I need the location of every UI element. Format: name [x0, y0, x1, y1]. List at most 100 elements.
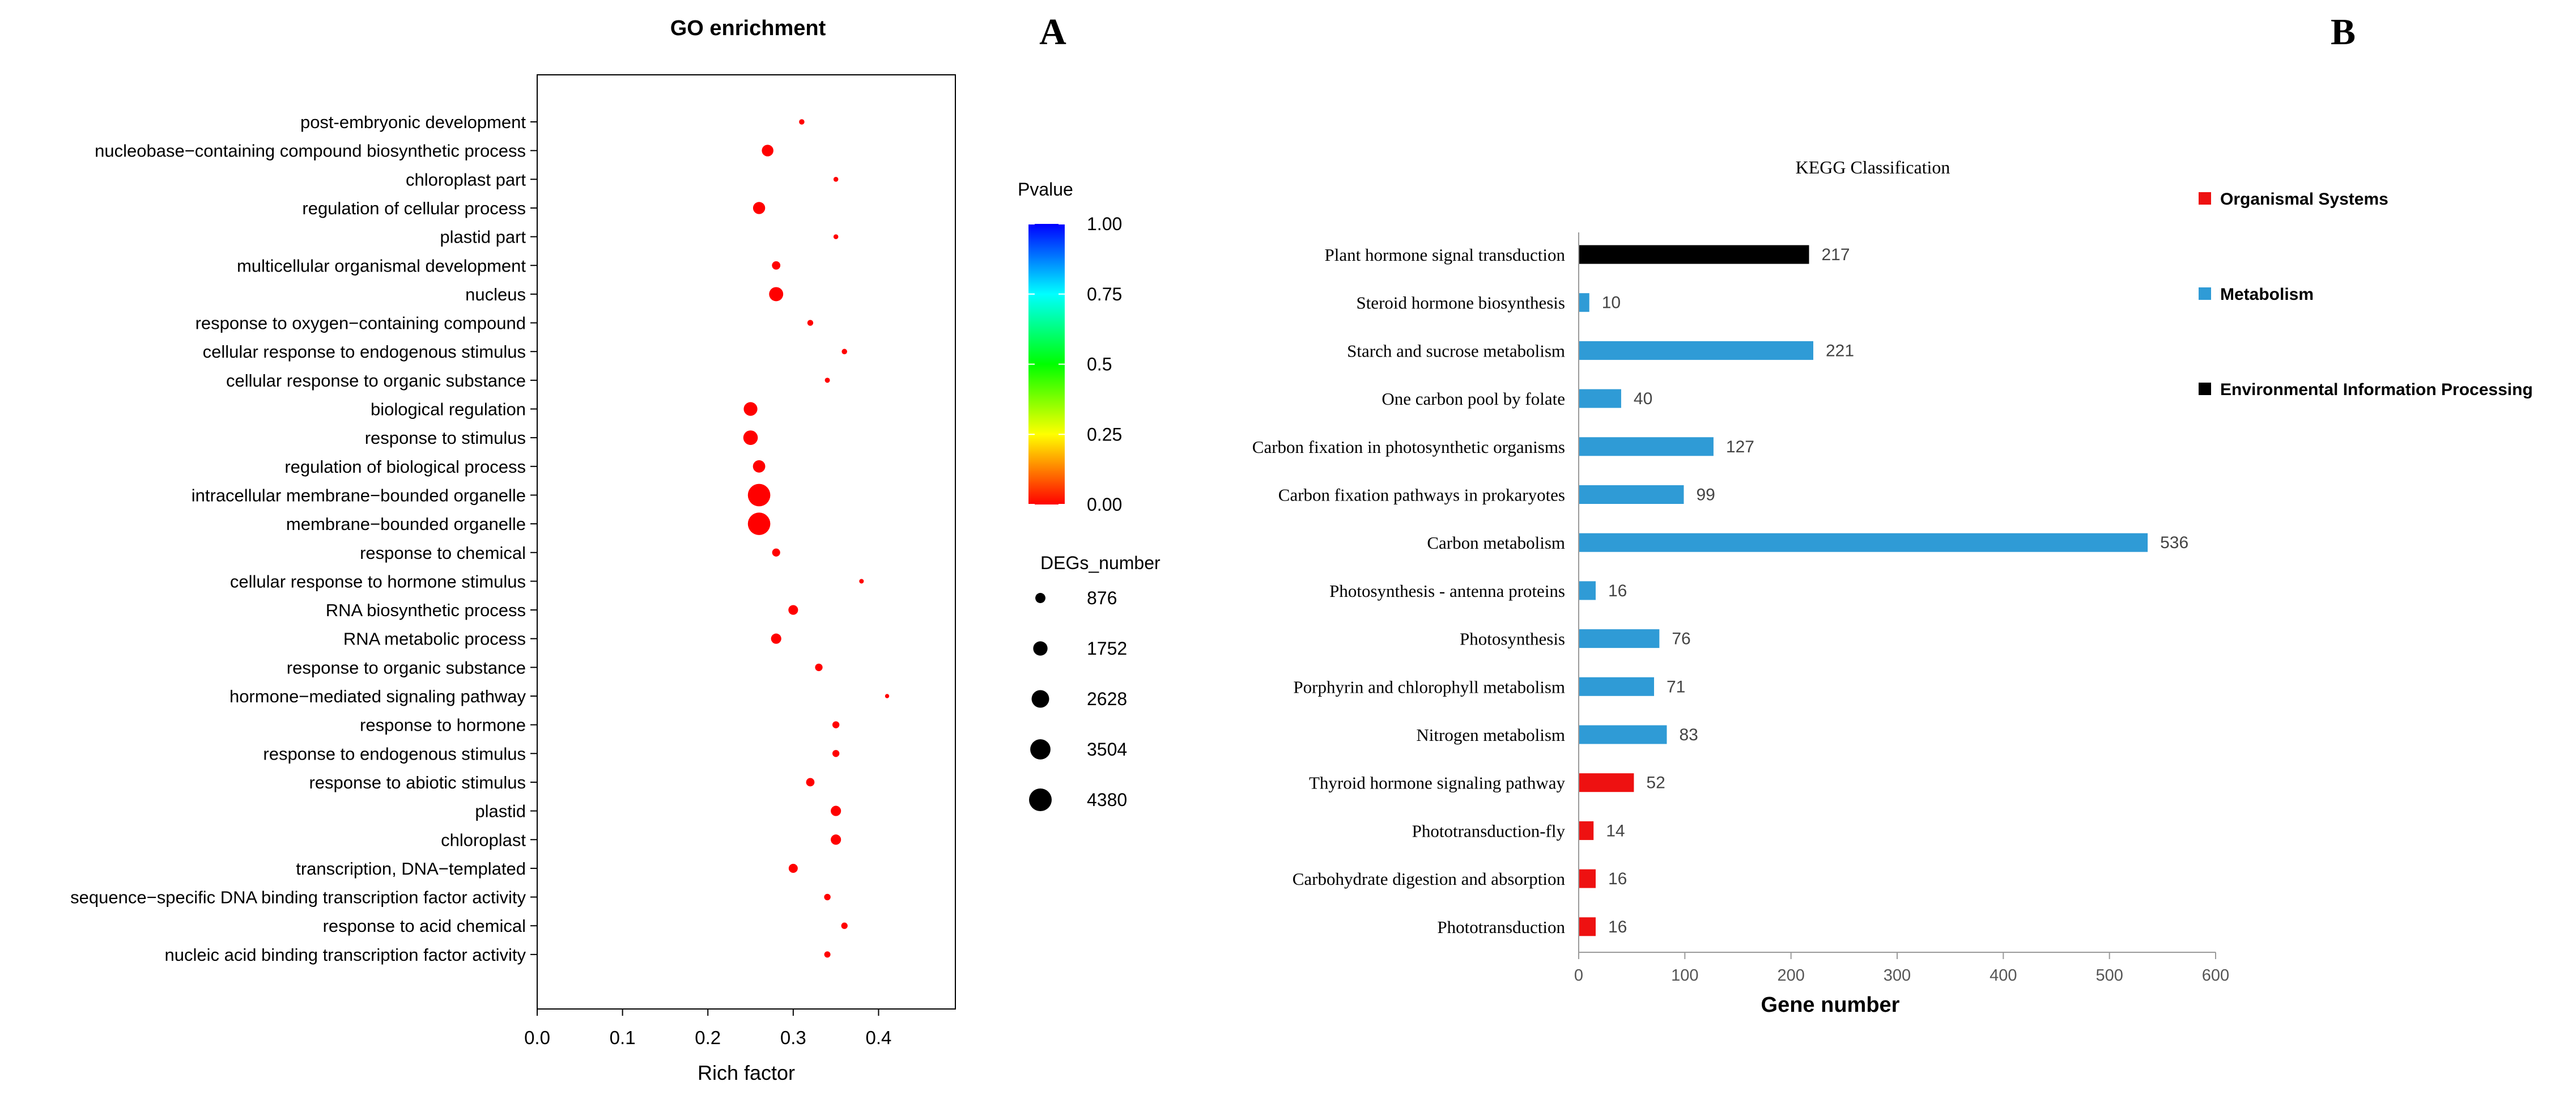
kegg-value-label: 14	[1606, 821, 1625, 840]
kegg-x-tick-label: 300	[1884, 966, 1911, 985]
pvalue-tick-label: 1.00	[1087, 214, 1122, 234]
go-point	[788, 605, 798, 615]
kegg-x-tick-label: 400	[1990, 966, 2017, 985]
kegg-bar	[1579, 245, 1809, 264]
go-point	[831, 805, 841, 816]
kegg-x-tick-label: 600	[2202, 966, 2229, 985]
kegg-category-label: Plant hormone signal transduction	[1325, 245, 1566, 265]
kegg-x-tick-label: 0	[1574, 966, 1583, 985]
kegg-category-label: Photosynthesis	[1460, 629, 1565, 649]
kegg-category-label: Phototransduction	[1437, 917, 1565, 937]
kegg-value-label: 16	[1608, 918, 1627, 936]
go-point	[753, 202, 766, 214]
degs-legend-dot	[1029, 788, 1052, 811]
go-term-label: chloroplast	[441, 830, 526, 850]
panel-label-a: A	[1039, 11, 1066, 53]
go-point	[832, 750, 840, 757]
kegg-value-label: 10	[1602, 294, 1621, 312]
go-term-label: cellular response to hormone stimulus	[230, 571, 526, 591]
go-term-label: plastid part	[440, 227, 526, 247]
kegg-bar	[1579, 677, 1655, 696]
kegg-value-label: 71	[1667, 677, 1685, 696]
go-point	[832, 721, 840, 728]
degs-legend-label: 3504	[1087, 739, 1127, 760]
kegg-value-label: 16	[1608, 582, 1627, 600]
kegg-bar	[1579, 389, 1621, 408]
go-plot-frame	[537, 74, 956, 1010]
go-point	[824, 378, 830, 383]
kegg-x-tick-label: 500	[2095, 966, 2123, 985]
kegg-x-axis: 0 100 200 300 400 500 600	[1574, 232, 2229, 985]
go-chart-title: GO enrichment	[670, 16, 826, 40]
degs-size-legend: DEGs_number 876 1752 2628 3504 4380	[1029, 553, 1161, 811]
go-enrichment-chart: GO enrichment post-embryonic development…	[70, 16, 1161, 1084]
go-term-label: plastid	[475, 802, 526, 821]
kegg-x-tick-label: 200	[1777, 966, 1804, 985]
degs-legend-label: 1752	[1087, 638, 1127, 659]
go-term-label: hormone−mediated signaling pathway	[229, 686, 526, 706]
go-term-label: transcription, DNA−templated	[296, 859, 526, 879]
kegg-legend-swatch	[2199, 192, 2211, 205]
kegg-category-label: Carbon fixation in photosynthetic organi…	[1252, 437, 1565, 457]
go-x-tick-label: 0.3	[780, 1027, 806, 1048]
go-point	[807, 320, 814, 326]
kegg-bar	[1579, 581, 1596, 600]
pvalue-legend-ticks: 1.00 0.75 0.5 0.25 0.00	[1028, 214, 1122, 515]
degs-legend-label: 4380	[1087, 790, 1127, 810]
kegg-bar	[1579, 869, 1596, 888]
pvalue-tick-label: 0.75	[1087, 284, 1122, 304]
pvalue-legend-title: Pvalue	[1018, 179, 1073, 200]
go-point	[771, 633, 781, 644]
go-term-label: response to stimulus	[365, 428, 526, 448]
go-term-label: response to chemical	[360, 543, 526, 563]
kegg-bar	[1579, 533, 2148, 552]
go-term-label: nucleus	[465, 285, 526, 304]
kegg-bar	[1579, 437, 1714, 456]
panel-label-b: B	[2331, 11, 2356, 53]
go-point	[831, 834, 841, 845]
kegg-legend-swatch	[2199, 383, 2211, 395]
degs-legend-dot	[1031, 690, 1049, 708]
kegg-bar	[1579, 341, 1814, 360]
kegg-value-label: 127	[1726, 438, 1754, 456]
go-point	[859, 579, 864, 584]
go-term-label: intracellular membrane−bounded organelle	[192, 485, 526, 505]
kegg-bars: Plant hormone signal transduction 217 Ster…	[1252, 245, 2188, 937]
go-point	[833, 177, 839, 182]
go-point	[841, 349, 847, 354]
go-x-axis: 0.0 0.1 0.2 0.3 0.4	[524, 1009, 891, 1048]
kegg-value-label: 16	[1608, 870, 1627, 888]
go-x-tick-label: 0.1	[610, 1027, 636, 1048]
kegg-x-axis-label: Gene number	[1761, 993, 1900, 1017]
kegg-category-label: Starch and sucrose metabolism	[1347, 341, 1565, 361]
go-point	[753, 460, 766, 473]
go-term-label: response to organic substance	[287, 658, 526, 677]
kegg-legend-label: Metabolism	[2220, 285, 2314, 304]
kegg-bar	[1579, 773, 1634, 792]
kegg-legend-label: Environmental Information Processing	[2220, 380, 2533, 399]
kegg-category-label: Thyroid hormone signaling pathway	[1309, 773, 1565, 793]
degs-legend-label: 876	[1087, 588, 1117, 608]
kegg-category-label: Nitrogen metabolism	[1416, 725, 1565, 745]
go-term-label: nucleic acid binding transcription facto…	[164, 945, 526, 965]
kegg-category-label: One carbon pool by folate	[1381, 389, 1565, 409]
go-term-label: biological regulation	[371, 400, 526, 419]
pvalue-tick-label: 0.5	[1087, 354, 1112, 375]
kegg-chart-title: KEGG Classification	[1796, 157, 1950, 177]
kegg-value-label: 83	[1679, 726, 1698, 744]
kegg-category-label: Carbon metabolism	[1427, 533, 1565, 553]
kegg-bar	[1579, 293, 1589, 312]
go-point	[788, 863, 798, 873]
kegg-legend-label: Organismal Systems	[2220, 190, 2388, 209]
pvalue-legend: Pvalue 1.00 0.75 0.5 0.25 0.00	[1018, 179, 1122, 515]
go-term-label: cellular response to endogenous stimulus	[203, 342, 526, 362]
kegg-value-label: 52	[1646, 774, 1665, 792]
go-term-label: response to abiotic stimulus	[309, 773, 526, 792]
go-point	[772, 261, 781, 270]
kegg-bar	[1579, 821, 1594, 840]
kegg-category-label: Photosynthesis - antenna proteins	[1329, 581, 1565, 601]
go-term-label: RNA biosynthetic process	[326, 600, 526, 620]
go-term-label: response to acid chemical	[323, 916, 526, 936]
degs-legend-title: DEGs_number	[1040, 553, 1161, 573]
